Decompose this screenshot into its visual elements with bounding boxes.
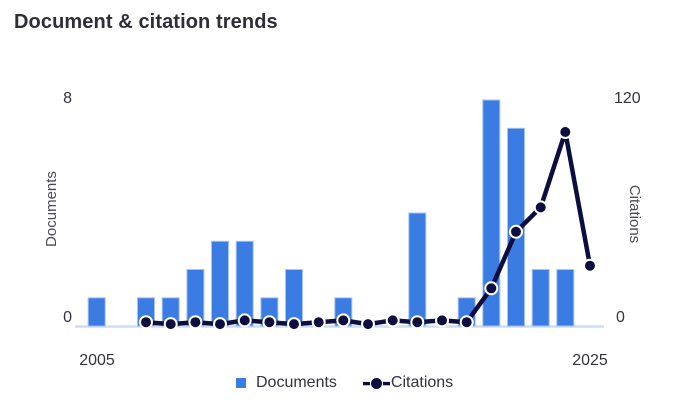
left-axis-min-tick: 0 xyxy=(63,309,72,326)
citations-point-2008[interactable] xyxy=(163,317,178,332)
citations-point-2023[interactable] xyxy=(533,200,548,215)
x-axis-last-tick: 2025 xyxy=(572,352,608,369)
citations-point-2020[interactable] xyxy=(459,315,474,330)
citations-point-2022[interactable] xyxy=(509,224,523,239)
left-axis-title: Documents xyxy=(43,171,60,247)
documents-bar-2024[interactable] xyxy=(556,269,575,327)
legend-citations-label: Citations xyxy=(390,374,454,391)
right-axis-title: Citations xyxy=(626,184,643,244)
citations-point-2010[interactable] xyxy=(213,317,227,332)
chart-title: Document & citation trends xyxy=(14,11,278,33)
legend-documents-label: Documents xyxy=(256,374,337,391)
x-axis-first-tick: 2005 xyxy=(79,352,115,369)
citations-point-2017[interactable] xyxy=(385,313,400,328)
citations-point-2015[interactable] xyxy=(336,313,351,328)
citations-point-2014[interactable] xyxy=(311,315,326,330)
citations-point-2025[interactable] xyxy=(583,258,597,273)
legend-item-documents[interactable]: Documents xyxy=(236,374,337,392)
documents-bar-2005[interactable] xyxy=(87,297,106,327)
citations-point-2019[interactable] xyxy=(435,313,449,328)
citations-point-2007[interactable] xyxy=(139,315,153,330)
right-axis-min-tick: 0 xyxy=(616,309,625,326)
documents-bar-2018[interactable] xyxy=(408,212,427,327)
citations-point-2012[interactable] xyxy=(262,315,277,330)
legend-item-citations[interactable]: Citations xyxy=(362,374,454,392)
citations-point-2009[interactable] xyxy=(188,315,203,330)
citations-point-2021[interactable] xyxy=(484,281,499,296)
citations-point-2024[interactable] xyxy=(558,125,573,139)
citations-point-2018[interactable] xyxy=(410,315,425,330)
documents-swatch-icon xyxy=(236,378,246,388)
documents-bar-2021[interactable] xyxy=(482,99,501,327)
documents-bar-2010[interactable] xyxy=(211,240,229,327)
documents-bar-2023[interactable] xyxy=(531,269,550,327)
citations-point-2016[interactable] xyxy=(361,317,375,332)
left-axis-max-tick: 8 xyxy=(63,90,72,107)
legend: Documents Citations xyxy=(236,371,453,395)
citations-point-2011[interactable] xyxy=(237,313,252,328)
documents-bar-2011[interactable] xyxy=(235,240,254,327)
citations-marker-icon xyxy=(362,377,390,389)
citations-point-2013[interactable] xyxy=(287,317,301,332)
right-axis-max-tick: 120 xyxy=(614,90,641,107)
